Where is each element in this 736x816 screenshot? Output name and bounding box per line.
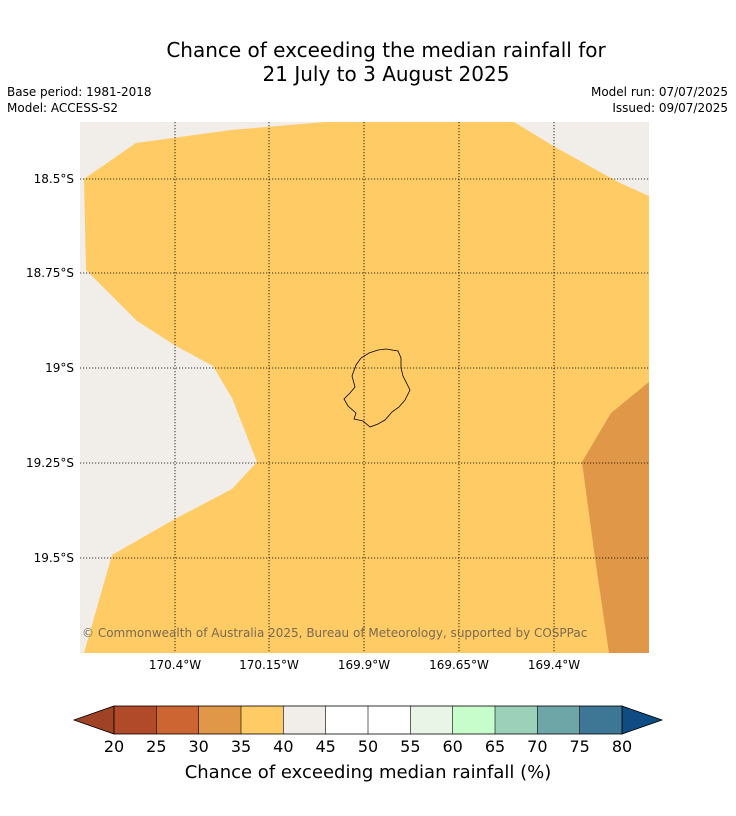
- colorbar-bin-55-60: [410, 706, 453, 734]
- colorbar-bin-65-70: [495, 706, 538, 734]
- base-period-text: Base period: 1981-2018: [7, 85, 152, 99]
- copyright-text: © Commonwealth of Australia 2025, Bureau…: [82, 626, 587, 640]
- colorbar-tick-label: 60: [442, 737, 462, 756]
- title-line-1: Chance of exceeding the median rainfall …: [166, 38, 606, 62]
- colorbar-bin-25-30: [156, 706, 199, 734]
- colorbar-bin-35-40: [241, 706, 284, 734]
- lon-label: 169.4°W: [528, 658, 580, 672]
- colorbar-tick-label: 25: [146, 737, 166, 756]
- map-area: [80, 122, 649, 653]
- meta-left: Base period: 1981-2018 Model: ACCESS-S2: [7, 84, 152, 116]
- region-35-40: [84, 122, 649, 653]
- issued-text: Issued: 09/07/2025: [612, 101, 728, 115]
- colorbar-tick-label: 75: [569, 737, 589, 756]
- colorbar-bin-20-25: [114, 706, 157, 734]
- colorbar-tick-label: 40: [273, 737, 293, 756]
- colorbar-tick-label: 30: [188, 737, 208, 756]
- lat-label: 18.75°S: [26, 266, 74, 280]
- colorbar-tick-label: 80: [612, 737, 632, 756]
- colorbar: 20 25 30 35 40 45 50 55 60 65 70 75 80 C…: [72, 705, 664, 783]
- lon-label: 169.65°W: [429, 658, 489, 672]
- colorbar-under-arrow: [72, 705, 115, 735]
- lat-label: 19.5°S: [34, 551, 74, 565]
- region-30-35: [582, 382, 649, 653]
- colorbar-tick-label: 55: [400, 737, 420, 756]
- colorbar-tick-label: 45: [315, 737, 335, 756]
- colorbar-bin-70-75: [537, 706, 580, 734]
- chart-title: Chance of exceeding the median rainfall …: [0, 38, 736, 86]
- model-run-text: Model run: 07/07/2025: [590, 85, 728, 99]
- colorbar-frame: [113, 705, 623, 735]
- colorbar-bin-30-35: [198, 706, 241, 734]
- colorbar-tick-label: 65: [485, 737, 505, 756]
- island-outline: [343, 348, 411, 428]
- colorbar-separators: [156, 706, 580, 734]
- colorbar-tick-label: 20: [104, 737, 124, 756]
- lon-label: 170.4°W: [149, 658, 201, 672]
- colorbar-over-arrow: [621, 705, 664, 735]
- colorbar-tick-label: 70: [527, 737, 547, 756]
- lon-label: 169.9°W: [338, 658, 390, 672]
- model-text: Model: ACCESS-S2: [7, 101, 119, 115]
- colorbar-bin-40-45: [283, 706, 326, 734]
- colorbar-tick-label: 35: [231, 737, 251, 756]
- lat-label: 19°S: [45, 361, 74, 375]
- lon-label: 170.15°W: [239, 658, 299, 672]
- colorbar-bin-50-55: [368, 706, 411, 734]
- graticule: [80, 122, 649, 653]
- colorbar-bin-60-65: [452, 706, 495, 734]
- lat-label: 19.25°S: [26, 456, 74, 470]
- colorbar-bin-75-80: [579, 706, 622, 734]
- title-line-2: 21 July to 3 August 2025: [262, 62, 510, 86]
- meta-right: Model run: 07/07/2025 Issued: 09/07/2025: [591, 84, 728, 116]
- colorbar-bin-45-50: [325, 706, 368, 734]
- colorbar-title: Chance of exceeding median rainfall (%): [185, 762, 552, 783]
- lat-label: 18.5°S: [34, 172, 74, 186]
- colorbar-tick-label: 50: [358, 737, 378, 756]
